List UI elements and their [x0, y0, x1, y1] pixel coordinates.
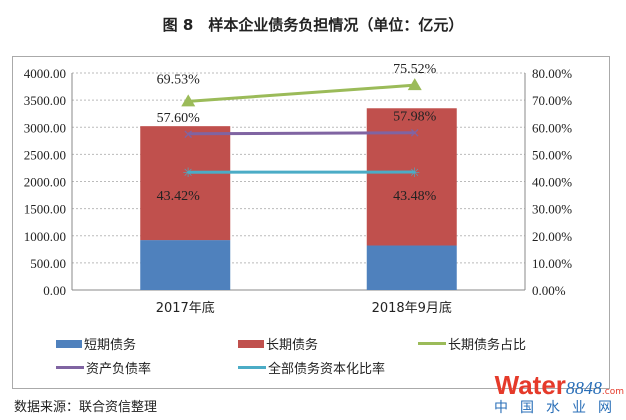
data-label: 57.98%: [393, 110, 437, 125]
y-right-tick-label: 20.00%: [532, 229, 572, 244]
legend-label: 长期债务占比: [448, 338, 527, 353]
bar-长期债务: [140, 126, 231, 241]
line-资产负债率: [188, 131, 415, 136]
y-left-tick-label: 3500.00: [24, 93, 66, 108]
legend-label: 长期债务: [266, 338, 319, 353]
data-label: 43.42%: [157, 189, 201, 204]
y-left-tick-label: 3000.00: [24, 120, 66, 135]
legend-label: 全部债务资本化比率: [268, 362, 386, 377]
marker-x: ✕: [409, 127, 420, 142]
bar-短期债务: [366, 245, 457, 290]
legend-line-icon: [418, 342, 446, 345]
y-left-tick-label: 1000.00: [24, 229, 66, 244]
data-label: 43.48%: [393, 189, 437, 204]
data-label: 57.60%: [157, 111, 201, 126]
legend-swatch: [238, 339, 264, 348]
x-tick-label: 2018年9月底: [372, 300, 452, 316]
legend-item: 短期债务: [56, 334, 136, 353]
chart-frame: [12, 56, 610, 389]
legend-label: 资产负债率: [86, 362, 152, 377]
y-left-tick-label: 4000.00: [24, 66, 66, 81]
legend-line-icon: [56, 366, 84, 369]
y-right-tick-label: 10.00%: [532, 256, 572, 271]
x-tick-label: 2017年底: [156, 300, 215, 316]
legend-item: 全部债务资本化比率: [238, 358, 385, 377]
y-left-tick-label: 0.00: [43, 283, 66, 298]
watermark-suffix: .com: [601, 387, 624, 397]
line-长期债务占比: [188, 83, 415, 103]
y-left-tick-label: 2500.00: [24, 147, 66, 162]
y-left-tick-label: 2000.00: [24, 175, 66, 190]
legend-item: 长期债务占比: [418, 334, 526, 353]
y-left-tick-label: 1500.00: [24, 202, 66, 217]
y-right-tick-label: 80.00%: [532, 66, 572, 81]
bar-短期债务: [140, 240, 231, 290]
y-right-tick-label: 50.00%: [532, 147, 572, 162]
legend-swatch: [56, 339, 82, 348]
y-right-tick-label: 30.00%: [532, 202, 572, 217]
bar-长期债务: [366, 108, 457, 246]
marker-star: ✳: [409, 166, 420, 181]
legend-item: 长期债务: [238, 334, 318, 353]
source-note: 数据来源：联合资信整理: [14, 400, 158, 415]
data-label: 75.52%: [393, 62, 437, 77]
marker-star: ✳: [183, 166, 194, 181]
legend-item: 资产负债率: [56, 358, 151, 377]
legend-label: 短期债务: [84, 338, 137, 353]
watermark-logo: Water8848.com 中国水业网: [414, 370, 624, 417]
marker-x: ✕: [183, 128, 194, 143]
watermark-brand: Water: [494, 370, 566, 400]
marker-triangle: [181, 94, 196, 107]
y-right-tick-label: 0.00%: [532, 283, 566, 298]
legend-line-icon: [238, 366, 266, 369]
y-right-tick-label: 70.00%: [532, 93, 572, 108]
y-left-tick-label: 500.00: [30, 256, 66, 271]
y-right-tick-label: 60.00%: [532, 120, 572, 135]
chart-title: 图 8 样本企业债务负担情况（单位：亿元）: [162, 16, 464, 34]
y-right-tick-label: 40.00%: [532, 175, 572, 190]
watermark-cn: 中国水业网: [494, 400, 624, 416]
watermark-num: 8848: [565, 378, 602, 398]
marker-triangle: [407, 78, 422, 91]
data-label: 69.53%: [157, 72, 201, 87]
